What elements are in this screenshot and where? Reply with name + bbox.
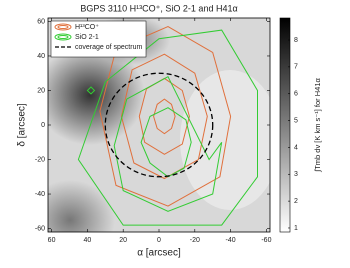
contour-line <box>86 86 96 95</box>
contour-line <box>113 76 223 212</box>
colorbar-tick-label: 8 <box>294 37 298 44</box>
x-tick-label: 20 <box>119 237 127 244</box>
x-tick-label: 40 <box>83 237 91 244</box>
colorbar-tick-label: 5 <box>294 117 298 124</box>
coverage-circle <box>104 72 214 178</box>
y-tick-label: 20 <box>37 87 45 94</box>
legend-label: SiO 2-1 <box>75 34 99 41</box>
x-tick-label: -20 <box>190 237 200 244</box>
legend-swatch <box>57 25 69 29</box>
y-tick-label: 60 <box>37 18 45 25</box>
x-axis-label: α [arcsec] <box>137 248 181 259</box>
y-tick-label: 40 <box>37 53 45 60</box>
legend <box>50 20 147 58</box>
colorbar-tick-label: 1 <box>294 225 298 232</box>
x-tick-label: -40 <box>226 237 236 244</box>
y-tick-label: -20 <box>35 156 45 163</box>
legend-label: H¹³CO⁺ <box>75 24 99 31</box>
colorbar-label: ∫Tmb dv [K km s⁻¹] for H41α <box>313 77 322 172</box>
colorbar-tick-label: 2 <box>294 198 298 205</box>
y-axis-label: δ [arcsec] <box>17 103 28 147</box>
x-tick-label: 60 <box>48 237 56 244</box>
contour-line <box>153 98 176 135</box>
legend-swatch <box>54 23 72 31</box>
colorbar-tick-label: 4 <box>294 144 298 151</box>
colorbar-tick-label: 7 <box>294 64 298 71</box>
y-tick-label: -40 <box>35 191 45 198</box>
y-tick-label: 0 <box>41 122 45 129</box>
legend-swatch <box>57 35 69 39</box>
contour-line <box>77 29 258 226</box>
colorbar <box>279 17 291 233</box>
x-tick-label: 0 <box>157 237 161 244</box>
legend-swatch <box>54 33 72 41</box>
contour-line <box>120 53 208 180</box>
y-tick-label: -60 <box>35 225 45 232</box>
colorbar-tick-label: 6 <box>294 91 298 98</box>
contour-line <box>140 107 192 178</box>
legend-label: coverage of spectrum <box>75 44 142 51</box>
colorbar-tick-label: 3 <box>294 171 298 178</box>
chart-title: BGPS 3110 H¹³CO⁺, SiO 2-1 and H41α <box>80 3 237 13</box>
x-tick-label: -60 <box>261 237 271 244</box>
